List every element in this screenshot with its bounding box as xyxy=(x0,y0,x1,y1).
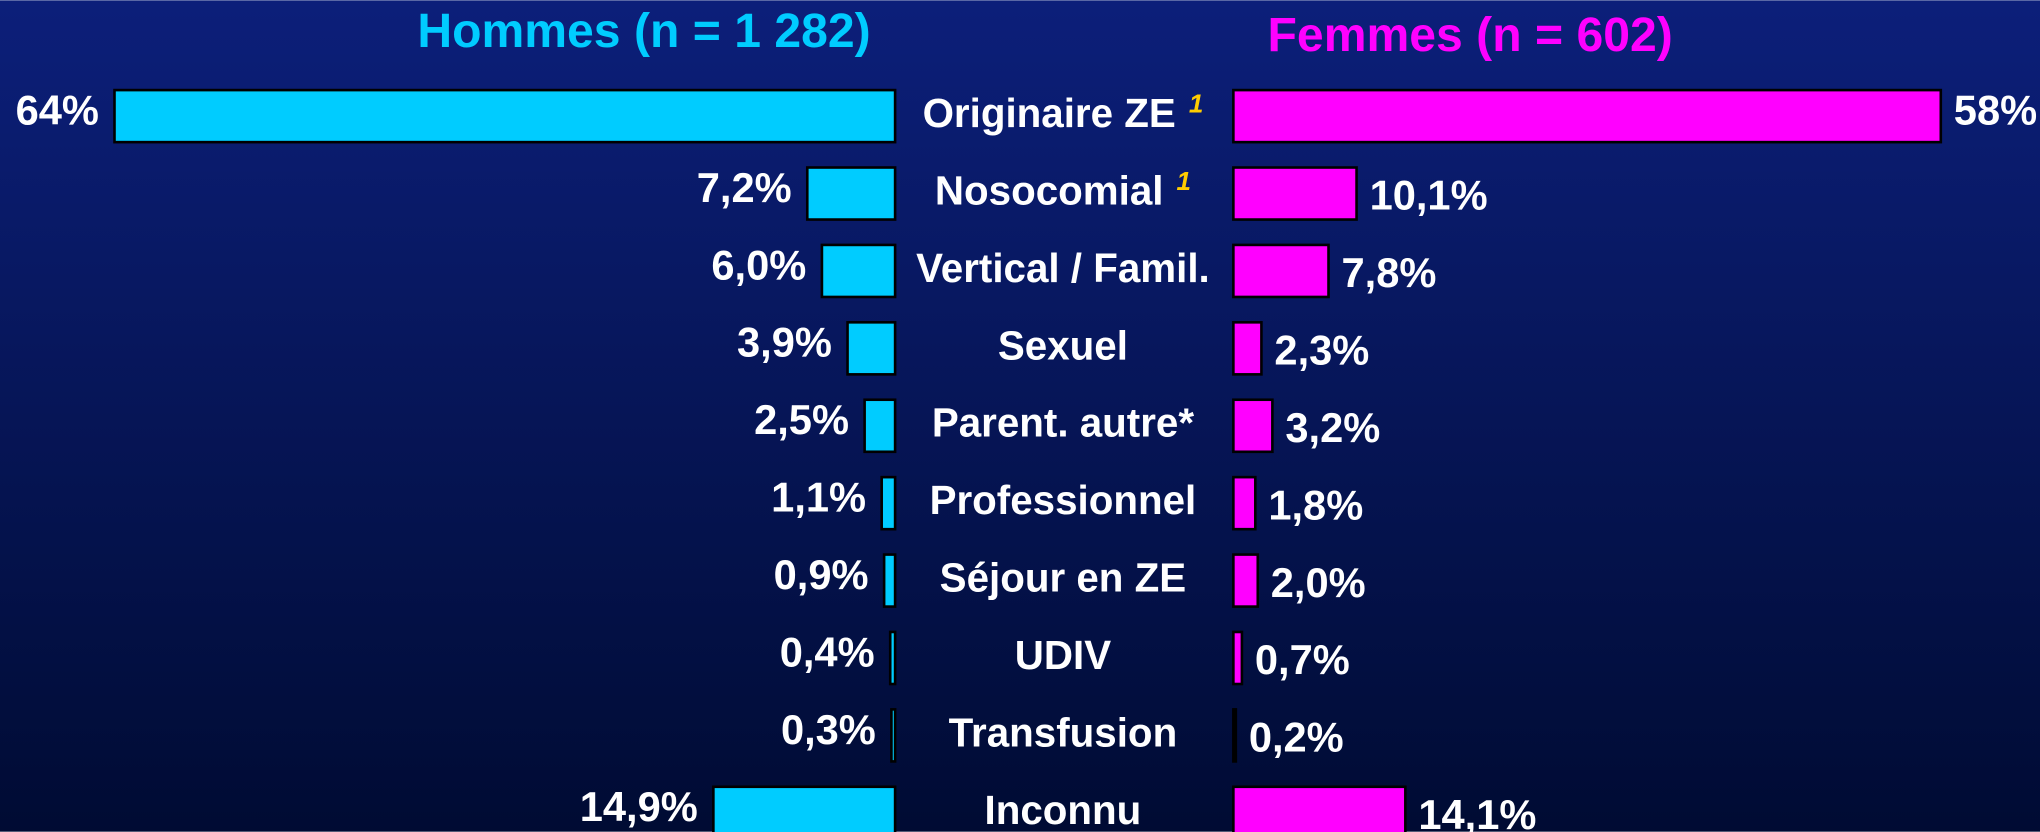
bar xyxy=(846,321,897,376)
category-text: Vertical / Famil. xyxy=(916,245,1210,291)
bar xyxy=(1232,785,1407,832)
value-label: 7,2% xyxy=(697,164,792,211)
value-label: 10,1% xyxy=(1370,172,1488,219)
category-note: 1 xyxy=(1189,89,1203,119)
category-text: Parent. autre* xyxy=(932,399,1195,445)
category-text: Nosocomial xyxy=(935,167,1164,213)
series-title: Hommes (n = 1 282) xyxy=(417,4,870,58)
value-label: 0,3% xyxy=(781,706,876,753)
bar xyxy=(1232,475,1257,531)
bar xyxy=(113,88,897,144)
bar xyxy=(890,708,897,763)
category-label: Nosocomial 1 xyxy=(935,166,1191,213)
value-label: 2,5% xyxy=(754,396,849,443)
value-label: 0,2% xyxy=(1249,714,1344,761)
bar xyxy=(1232,243,1330,299)
category-label: Inconnu xyxy=(985,786,1142,832)
bar xyxy=(805,166,897,221)
value-label: 0,4% xyxy=(780,628,875,675)
bar xyxy=(863,398,897,454)
value-label: 58% xyxy=(1954,87,2037,134)
category-text: Professionnel xyxy=(930,477,1197,523)
value-label: 0,9% xyxy=(774,551,869,598)
bar xyxy=(1232,166,1358,221)
category-label: Transfusion xyxy=(949,709,1178,755)
category-label: Professionnel xyxy=(930,477,1197,523)
value-label: 3,2% xyxy=(1285,404,1380,451)
bar xyxy=(1232,553,1260,608)
category-label: Séjour en ZE xyxy=(940,554,1187,600)
bar xyxy=(1232,88,1943,144)
value-label: 2,0% xyxy=(1271,559,1366,606)
bar xyxy=(1232,398,1274,454)
category-label: Parent. autre* xyxy=(932,399,1195,445)
series-title: Femmes (n = 602) xyxy=(1268,8,1673,62)
bar xyxy=(712,785,897,832)
bar xyxy=(1232,321,1263,376)
category-label: Vertical / Famil. xyxy=(916,245,1210,291)
category-text: Inconnu xyxy=(985,786,1142,832)
bar xyxy=(880,475,897,531)
category-text: Séjour en ZE xyxy=(940,554,1187,600)
bar xyxy=(1232,630,1244,686)
category-label: UDIV xyxy=(1015,632,1111,678)
category-label: Sexuel xyxy=(998,322,1128,368)
bar xyxy=(820,243,897,299)
value-label: 1,8% xyxy=(1268,481,1363,528)
category-text: Originaire ZE xyxy=(923,90,1176,136)
category-text: UDIV xyxy=(1015,632,1111,678)
category-note: 1 xyxy=(1177,166,1191,196)
bar xyxy=(882,553,897,608)
category-text: Transfusion xyxy=(949,709,1178,755)
bar xyxy=(1232,708,1238,763)
category-label: Originaire ZE 1 xyxy=(923,89,1204,136)
value-label: 7,8% xyxy=(1342,249,1437,296)
category-text: Sexuel xyxy=(998,322,1128,368)
bar xyxy=(888,630,897,686)
value-label: 14,1% xyxy=(1418,791,1536,832)
value-label: 1,1% xyxy=(771,474,866,521)
value-label: 6,0% xyxy=(711,241,806,288)
value-label: 2,3% xyxy=(1274,327,1369,374)
value-label: 3,9% xyxy=(737,319,832,366)
value-label: 0,7% xyxy=(1255,636,1350,683)
value-label: 64% xyxy=(16,87,99,134)
value-label: 14,9% xyxy=(580,783,698,830)
